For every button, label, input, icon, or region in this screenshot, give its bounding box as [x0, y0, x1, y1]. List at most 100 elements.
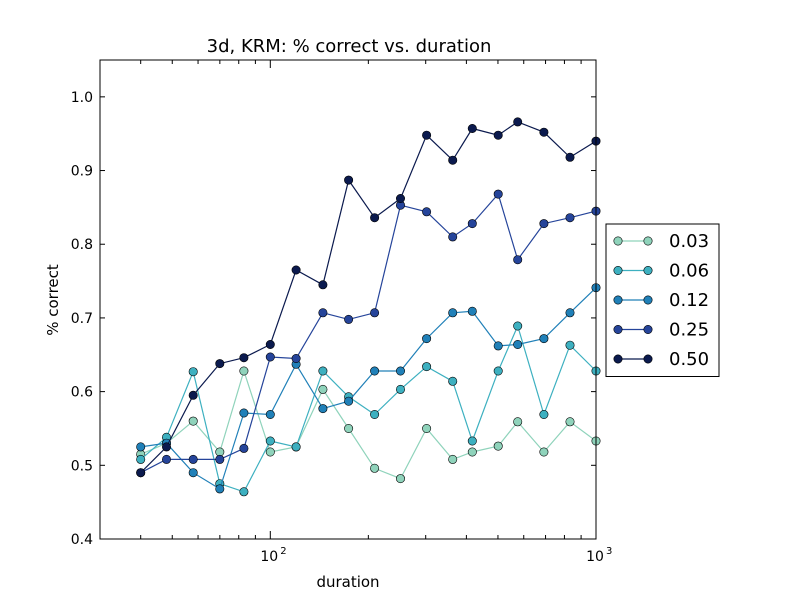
data-point-0.12-7	[318, 404, 328, 414]
data-point-0.03-9	[370, 463, 380, 473]
legend-marker-0.25	[643, 324, 653, 334]
data-point-0.50-8	[344, 175, 354, 185]
data-point-0.06-13	[467, 436, 477, 446]
y-tick-label: 1.0	[71, 90, 93, 106]
axes: 0.40.50.60.70.80.91.010 2 10 3	[71, 60, 612, 565]
data-point-0.03-12	[448, 454, 458, 464]
data-point-0.12-9	[370, 366, 380, 376]
data-point-0.03-13	[467, 447, 477, 457]
data-point-0.50-16	[539, 127, 549, 137]
data-point-0.25-14	[493, 189, 503, 199]
x-tick-exponent: 3	[606, 546, 612, 557]
data-point-0.50-13	[467, 124, 477, 134]
data-point-0.25-1	[162, 454, 172, 464]
y-tick-label: 0.6	[71, 385, 93, 401]
data-point-0.06-17	[565, 340, 575, 350]
data-point-0.03-5	[265, 447, 275, 457]
data-point-0.03-2	[188, 416, 198, 426]
data-point-0.50-10	[395, 194, 405, 204]
legend-marker-0.06	[613, 265, 623, 275]
data-point-0.12-17	[565, 308, 575, 318]
data-point-0.50-12	[448, 155, 458, 165]
data-point-0.12-16	[539, 334, 549, 344]
data-point-0.06-2	[188, 367, 198, 377]
data-point-0.06-16	[539, 409, 549, 419]
y-tick-label: 0.4	[71, 532, 93, 548]
data-point-0.50-3	[215, 359, 225, 369]
legend-marker-0.50	[643, 354, 653, 364]
data-point-0.06-4	[239, 487, 249, 497]
data-point-0.25-15	[513, 255, 523, 265]
data-point-0.06-14	[493, 366, 503, 376]
y-axis-title: % correct	[44, 264, 62, 336]
data-point-0.25-16	[539, 219, 549, 229]
data-point-0.50-1	[162, 442, 172, 452]
y-tick-label: 0.8	[71, 237, 93, 253]
data-point-0.03-11	[422, 423, 432, 433]
legend-marker-0.03	[613, 236, 623, 246]
data-point-0.06-5	[265, 436, 275, 446]
data-point-0.25-4	[239, 443, 249, 453]
data-point-0.25-12	[448, 232, 458, 242]
data-point-0.50-11	[422, 130, 432, 140]
data-point-0.12-0	[136, 442, 146, 452]
legend-marker-0.06	[643, 265, 653, 275]
data-point-0.06-7	[318, 366, 328, 376]
data-point-0.50-9	[370, 213, 380, 223]
data-point-0.50-6	[291, 265, 301, 275]
data-point-0.12-5	[265, 409, 275, 419]
y-tick-label: 0.7	[71, 311, 93, 327]
legend: 0.03 0.06 0.12 0.25 0.50	[605, 223, 720, 377]
data-point-0.25-8	[344, 314, 354, 324]
data-point-0.25-3	[215, 454, 225, 464]
data-point-0.06-15	[513, 321, 523, 331]
data-point-0.12-15	[513, 339, 523, 349]
data-point-0.50-14	[493, 130, 503, 140]
plot-frame	[99, 59, 597, 540]
data-point-0.03-15	[513, 417, 523, 427]
legend-marker-0.12	[613, 295, 623, 305]
x-tick-exponent: 2	[280, 546, 286, 557]
y-tick-label: 0.5	[71, 458, 93, 474]
data-point-0.25-13	[467, 219, 477, 229]
data-point-0.03-7	[318, 384, 328, 394]
chart-title: 3d, KRM: % correct vs. duration	[207, 36, 492, 57]
legend-label-0.25: 0.25	[669, 320, 709, 341]
data-point-0.03-16	[539, 447, 549, 457]
y-tick-label: 0.9	[71, 164, 93, 180]
plot-area	[136, 117, 601, 497]
legend-label-0.06: 0.06	[669, 261, 709, 282]
x-tick-label: 10	[260, 549, 278, 565]
data-point-0.03-17	[565, 417, 575, 427]
data-point-0.25-17	[565, 213, 575, 223]
data-point-0.50-17	[565, 152, 575, 162]
legend-label-0.50: 0.50	[669, 349, 709, 370]
data-point-0.06-0	[136, 454, 146, 464]
data-point-0.12-11	[422, 334, 432, 344]
x-axis-title: duration	[316, 573, 379, 591]
data-point-0.12-14	[493, 341, 503, 351]
data-point-0.06-11	[422, 362, 432, 372]
legend-marker-0.12	[643, 295, 653, 305]
legend-marker-0.03	[643, 236, 653, 246]
data-point-0.25-9	[370, 308, 380, 318]
data-point-0.25-6	[291, 353, 301, 363]
data-point-0.50-4	[239, 353, 249, 363]
data-point-0.06-9	[370, 409, 380, 419]
data-point-0.25-7	[318, 308, 328, 318]
data-point-0.50-0	[136, 468, 146, 478]
x-tick-label: 10	[586, 549, 604, 565]
data-point-0.12-2	[188, 468, 198, 478]
data-point-0.06-10	[395, 384, 405, 394]
data-point-0.03-10	[395, 474, 405, 484]
data-point-0.06-12	[448, 376, 458, 386]
legend-label-0.12: 0.12	[669, 290, 709, 311]
data-point-0.03-8	[344, 423, 354, 433]
data-point-0.25-2	[188, 454, 198, 464]
legend-label-0.03: 0.03	[669, 231, 709, 252]
data-point-0.50-15	[513, 117, 523, 127]
data-point-0.50-7	[318, 280, 328, 290]
data-point-0.12-3	[215, 484, 225, 494]
legend-marker-0.25	[613, 324, 623, 334]
